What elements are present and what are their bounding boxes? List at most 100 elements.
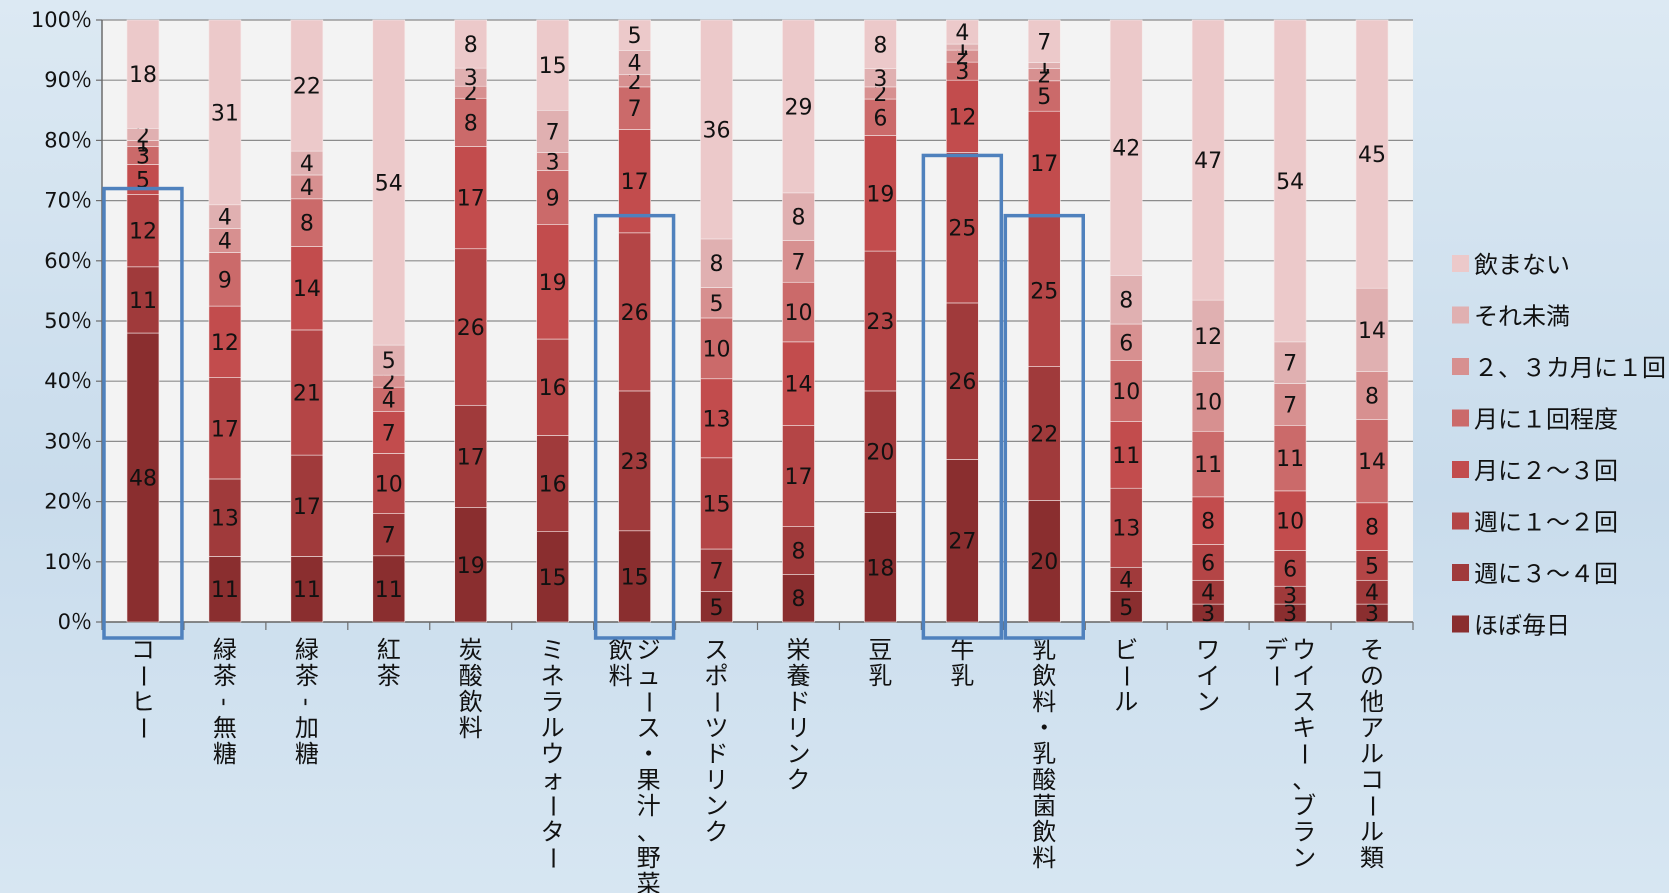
- bar-segment: [946, 302, 979, 460]
- legend-label: 週に３～４回: [1474, 560, 1618, 588]
- bar-segment: [700, 457, 733, 550]
- category-label-char: 牛: [950, 636, 974, 664]
- bar-segment: [536, 338, 569, 436]
- highlight-box: [102, 186, 184, 640]
- data-label: 4: [300, 152, 314, 177]
- data-label: 5: [628, 24, 642, 49]
- category-label-char: ー: [1358, 794, 1386, 818]
- bar-segment: [618, 50, 651, 76]
- bar-segment: [864, 512, 897, 623]
- bar-segment: [1355, 550, 1389, 581]
- data-label: 8: [791, 539, 805, 564]
- category-label-char: ー: [539, 846, 567, 870]
- bar-segment: [536, 110, 569, 153]
- bar-segment: [782, 281, 815, 343]
- data-label: 11: [129, 289, 157, 314]
- data-label: 5: [710, 292, 724, 317]
- category-label-char: キ: [1292, 714, 1316, 742]
- data-label: 26: [457, 316, 485, 341]
- data-label: 7: [1037, 30, 1051, 55]
- data-label: 25: [948, 217, 976, 242]
- data-label: 8: [1365, 385, 1379, 410]
- data-label: 13: [211, 507, 239, 532]
- category-label-char: 乳: [1032, 740, 1056, 768]
- data-label: 4: [1201, 581, 1215, 606]
- category-label-char: 茶: [377, 662, 401, 690]
- bar-segment: [454, 404, 488, 508]
- data-label: 21: [293, 382, 321, 407]
- category-label-char: ス: [705, 636, 729, 664]
- bar-segment: [208, 305, 242, 378]
- category-label-char: 酸: [1032, 766, 1056, 794]
- data-label: 12: [211, 331, 239, 356]
- category-label-char: 料: [459, 714, 483, 742]
- bar-segment: [946, 19, 979, 45]
- bar-segment: [1355, 19, 1389, 289]
- bar-segment: [782, 192, 815, 241]
- data-label: 17: [293, 495, 321, 520]
- data-label: 15: [539, 54, 567, 79]
- data-label: 10: [375, 473, 403, 498]
- data-label: 7: [1283, 352, 1297, 377]
- data-label: 54: [1276, 170, 1304, 195]
- bar-segment: [864, 19, 897, 69]
- legend-swatch: [1452, 306, 1469, 324]
- category-label-char: 豆: [868, 636, 892, 664]
- data-label: 23: [621, 450, 649, 475]
- bar-segment: [1027, 366, 1061, 501]
- data-label: 7: [546, 120, 560, 145]
- bar-segment: [1191, 371, 1225, 432]
- data-label: 23: [866, 310, 894, 335]
- data-label: 8: [300, 212, 314, 237]
- data-label: 4: [628, 52, 642, 77]
- category-label-char: 、: [1292, 766, 1316, 794]
- category-label-char: ー: [1262, 664, 1290, 688]
- data-label: 8: [464, 33, 478, 58]
- category-label-char: ン: [1196, 688, 1220, 716]
- data-label: 7: [710, 559, 724, 584]
- bar-segment: [946, 152, 979, 304]
- data-label: 9: [546, 187, 560, 212]
- data-label: 3: [464, 66, 478, 91]
- data-label: 4: [218, 206, 232, 231]
- legend-label: 週に１～２回: [1474, 509, 1618, 537]
- data-label: 26: [621, 301, 649, 326]
- category-label-char: ー: [703, 690, 731, 714]
- category-label-char: ォ: [541, 766, 565, 794]
- category-label-char: 紅: [377, 636, 401, 664]
- bar-segment: [1109, 566, 1143, 592]
- bar-segment: [208, 556, 242, 623]
- bar-segment: [454, 507, 488, 623]
- data-label: 6: [1283, 557, 1297, 582]
- y-tick-label: 80％: [44, 128, 92, 152]
- data-label: 11: [293, 578, 321, 603]
- bar-segment: [700, 317, 733, 380]
- category-label-char: 飲: [609, 636, 633, 664]
- data-label: 7: [382, 524, 396, 549]
- data-label: 11: [211, 578, 239, 603]
- data-label: 5: [710, 596, 724, 621]
- category-label-char: ン: [1292, 844, 1316, 872]
- category-label-char: ア: [1360, 714, 1384, 742]
- category-label-char: ・: [637, 740, 661, 768]
- category-label-char: タ: [541, 818, 565, 846]
- data-label: 6: [873, 106, 887, 131]
- bar-segment: [372, 19, 406, 346]
- bar-segment: [1191, 299, 1225, 372]
- bar-segment: [1273, 341, 1307, 384]
- bar-segment: [618, 232, 651, 392]
- data-label: 5: [1037, 85, 1051, 110]
- bar-segment: [864, 135, 897, 252]
- bar-segment: [208, 19, 242, 206]
- y-tick-label: 20％: [44, 490, 92, 514]
- category-label-char: 養: [786, 662, 810, 690]
- data-label: 8: [1201, 510, 1215, 535]
- category-label-char: ス: [1292, 688, 1316, 716]
- data-label: 13: [1112, 517, 1140, 542]
- data-label: 5: [1365, 554, 1379, 579]
- bar-segment: [126, 194, 160, 268]
- bar-segment: [782, 19, 815, 194]
- category-label-char: ル: [1360, 740, 1384, 768]
- category-label-char: 飲: [459, 688, 483, 716]
- bar-segment: [700, 591, 733, 623]
